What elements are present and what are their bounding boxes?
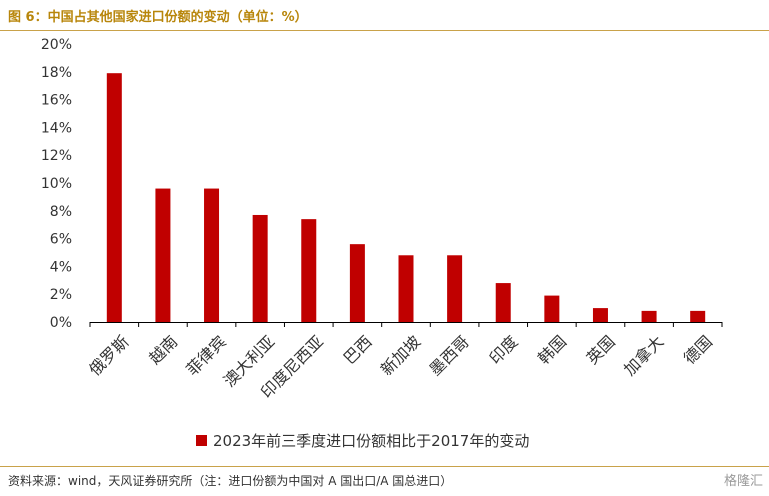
legend: 2023年前三季度进口份额相比于2017年的变动 [196,432,529,450]
bar [106,73,122,322]
y-tick-label: 0% [50,315,72,331]
y-tick-label: 20% [41,37,72,53]
y-tick-label: 2% [50,287,72,303]
x-tick-label: 印度 [485,332,521,368]
bar [155,188,171,322]
y-tick-label: 16% [41,93,72,109]
x-tick-label: 俄罗斯 [85,332,132,379]
bars [106,73,706,322]
x-tick-label: 菲律宾 [182,332,229,379]
legend-label: 2023年前三季度进口份额相比于2017年的变动 [213,432,529,450]
x-tick-label: 德国 [680,332,716,368]
x-tick-label: 英国 [583,332,619,368]
bar [204,188,220,322]
x-tick-label: 韩国 [534,332,570,368]
figure-title: 图 6：中国占其他国家进口份额的变动（单位：%） [8,10,308,25]
bar [349,244,365,322]
y-tick-label: 10% [41,176,72,192]
watermark: 格隆汇 [723,474,763,489]
y-tick-label: 8% [50,204,72,220]
y-tick-label: 14% [41,120,72,136]
bar [641,310,657,322]
bar [301,219,317,322]
y-tick-label: 12% [41,148,72,164]
x-tick-label: 墨西哥 [426,332,473,379]
bar [544,295,560,322]
y-tick-label: 6% [50,232,72,248]
y-tick-label: 4% [50,259,72,275]
bar [690,310,706,322]
x-tick-label: 新加坡 [377,332,424,379]
x-tick-label: 加拿大 [620,332,667,379]
footer-rule [0,466,769,467]
source-note: 资料来源：wind，天风证券研究所（注：进口份额为中国对 A 国出口/A 国总进… [8,474,453,488]
legend-swatch [196,435,207,446]
x-tick-label: 越南 [145,332,181,368]
bar [495,283,511,322]
bar [592,308,608,322]
title-rule [0,30,769,31]
bar [252,214,268,322]
y-tick-label: 18% [41,65,72,81]
y-axis: 0% 2% 4% 6% 8% 10% 12% 14% 16% 18% 20% [41,37,72,331]
bar [447,255,463,322]
x-tick-label: 巴西 [340,332,376,368]
bar [398,255,414,322]
